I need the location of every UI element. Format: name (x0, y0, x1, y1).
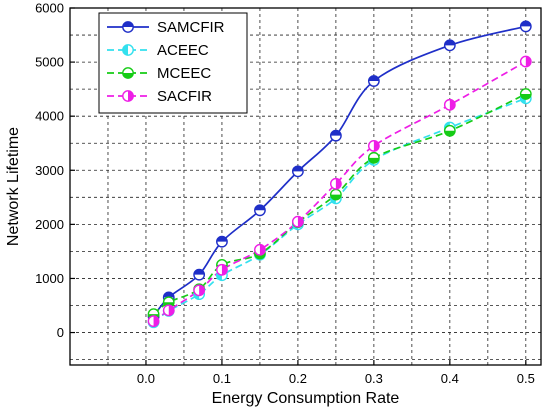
legend-marker-samcfir (122, 21, 134, 33)
series-line-samcfir (152, 25, 527, 317)
legend-marker-mceec (122, 67, 134, 79)
x-tick-label: 0.0 (137, 371, 155, 386)
data-point-samcfir (519, 20, 532, 33)
plot-frame (69, 7, 542, 366)
data-point-sacfir (443, 98, 456, 111)
legend-label-mceec: MCEEC (157, 65, 211, 82)
x-tick-label: 0.3 (365, 371, 383, 386)
data-point-sacfir (519, 55, 532, 68)
y-tick-label: 3000 (35, 163, 64, 178)
x-axis-title: Energy Consumption Rate (212, 390, 400, 407)
y-axis-ticks: 0 1000 2000 3000 4000 5000 6000 (35, 1, 75, 340)
x-tick-label: 0.2 (289, 371, 307, 386)
y-tick-label: 0 (57, 325, 64, 340)
legend-marker-aceec (122, 44, 134, 56)
data-point-sacfir (292, 215, 304, 228)
series-lines (152, 25, 527, 323)
x-tick-label: 0.5 (517, 371, 535, 386)
data-point-mceec (519, 88, 532, 100)
x-tick-label: 0.4 (441, 371, 459, 386)
data-point-samcfir (329, 129, 342, 142)
data-point-mceec (443, 124, 456, 137)
y-tick-label: 5000 (35, 55, 64, 70)
series-line-sacfir (153, 60, 527, 322)
data-point-sacfir (147, 315, 160, 328)
y-tick-label: 4000 (35, 109, 64, 124)
y-tick-label: 2000 (35, 217, 64, 232)
data-point-sacfir (367, 140, 380, 152)
legend-label-sacfir: SACFIR (157, 88, 212, 105)
y-tick-label: 6000 (35, 1, 64, 16)
data-points (147, 20, 532, 329)
data-point-sacfir (254, 243, 266, 256)
legend-marker-sacfir (122, 90, 134, 102)
x-axis-ticks: 0.0 0.1 0.2 0.3 0.4 0.5 (137, 360, 535, 386)
data-point-samcfir (216, 235, 228, 248)
data-point-mceec (329, 188, 342, 201)
data-point-samcfir (193, 268, 206, 281)
data-point-samcfir (292, 165, 304, 178)
data-point-sacfir (216, 263, 228, 276)
y-tick-label: 1000 (35, 271, 64, 286)
data-point-sacfir (329, 177, 342, 190)
data-point-samcfir (254, 204, 266, 217)
legend-label-samcfir: SAMCFIR (157, 19, 225, 36)
series-line-mceec (153, 93, 527, 315)
legend: SAMCFIR ACEEC MCEEC SACFIR (98, 12, 248, 114)
y-axis-title: Network Lifetime (5, 127, 22, 246)
series-line-aceec (153, 97, 527, 323)
data-point-sacfir (162, 304, 175, 317)
data-point-sacfir (193, 284, 206, 297)
legend-label-aceec: ACEEC (157, 42, 209, 59)
data-point-samcfir (367, 75, 380, 87)
data-point-samcfir (443, 39, 456, 52)
x-tick-label: 0.1 (213, 371, 231, 386)
data-point-mceec (367, 151, 380, 164)
